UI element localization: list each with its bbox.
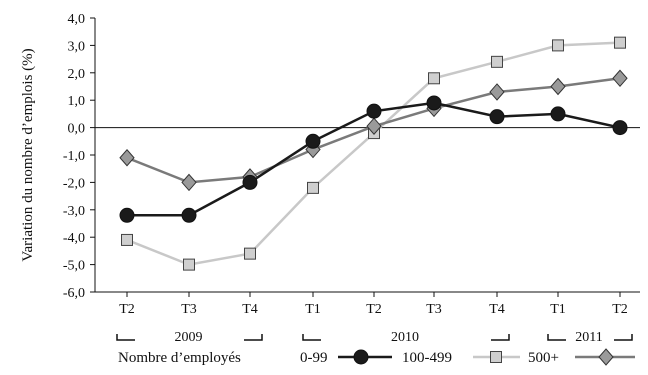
x-tick-label: T2: [612, 302, 628, 317]
x-tick-label: T4: [242, 302, 258, 317]
data-point-500+: [366, 117, 382, 135]
legend-label: 500+: [528, 350, 559, 366]
y-tick-label: -4,0: [63, 231, 85, 246]
legend-label: 100-499: [402, 350, 452, 366]
data-point-0-99: [550, 106, 566, 122]
data-point-0-99: [366, 103, 382, 119]
y-tick-label: 3,0: [68, 39, 86, 54]
data-point-500+: [489, 83, 505, 101]
year-label: 2009: [175, 330, 203, 345]
data-point-100-499: [552, 39, 564, 52]
y-tick-label: -3,0: [63, 204, 85, 219]
y-tick-label: 2,0: [68, 67, 86, 82]
data-point-100-499: [244, 247, 256, 260]
data-point-500+: [612, 69, 628, 88]
x-tick-label: T4: [489, 302, 505, 317]
year-bracket-right: [491, 334, 510, 341]
y-tick-label: -5,0: [63, 259, 85, 274]
year-label: 2010: [391, 330, 419, 345]
data-point-0-99: [119, 207, 135, 223]
data-point-100-499: [491, 55, 503, 68]
y-tick-label: 1,0: [68, 94, 86, 109]
year-bracket-left: [547, 334, 566, 341]
legend-title: Nombre d’employés: [118, 350, 241, 366]
data-point-100-499: [428, 72, 440, 85]
data-point-500+: [550, 77, 566, 96]
data-point-0-99: [242, 174, 258, 190]
data-point-500+: [181, 173, 197, 192]
data-point-100-499: [307, 181, 319, 194]
y-tick-label: -6,0: [63, 286, 85, 301]
x-tick-label: T3: [426, 302, 442, 317]
x-tick-label: T1: [550, 302, 566, 317]
year-bracket-right: [244, 334, 263, 341]
data-point-0-99: [612, 120, 628, 136]
y-tick-label: -1,0: [63, 149, 85, 164]
x-tick-label: T1: [305, 302, 321, 317]
year-bracket-right: [614, 334, 633, 341]
y-tick-label: 0,0: [68, 122, 86, 137]
series-line-100-499: [126, 41, 621, 266]
data-point-0-99: [181, 207, 197, 223]
data-point-0-99: [305, 133, 321, 149]
year-bracket-left: [116, 334, 135, 341]
data-point-500+: [119, 148, 135, 167]
data-point-100-499: [183, 258, 195, 271]
y-tick-label: -2,0: [63, 176, 85, 191]
data-point-0-99: [489, 109, 505, 125]
y-axis-label: Variation du nombre d’emplois (%): [20, 48, 36, 261]
legend-marker: [598, 348, 614, 366]
year-bracket-left: [302, 334, 321, 341]
legend-marker: [490, 351, 502, 363]
x-tick-label: T3: [181, 302, 197, 317]
data-point-0-99: [426, 95, 442, 111]
legend-marker: [353, 349, 369, 365]
x-tick-label: T2: [366, 302, 382, 317]
data-point-100-499: [614, 36, 626, 49]
x-tick-label: T2: [119, 302, 135, 317]
year-label: 2011: [575, 330, 602, 345]
data-point-100-499: [121, 233, 133, 246]
legend-label: 0-99: [300, 350, 328, 366]
y-tick-label: 4,0: [68, 12, 86, 27]
